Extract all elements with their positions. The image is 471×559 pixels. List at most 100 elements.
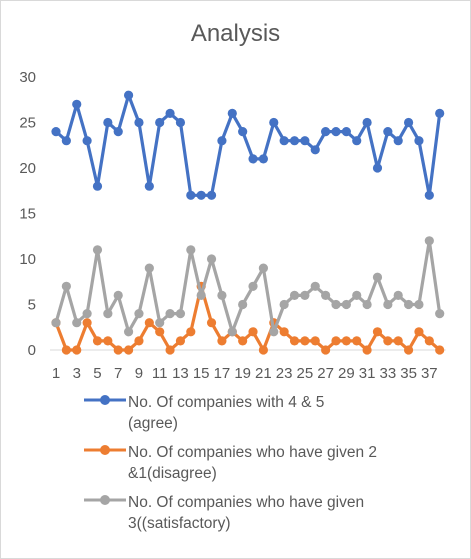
- data-point: [310, 281, 320, 291]
- data-point: [144, 263, 154, 273]
- data-point: [435, 108, 445, 118]
- legend-label-agree-line1: No. Of companies with 4 & 5: [128, 394, 325, 411]
- data-point: [393, 290, 403, 300]
- data-point: [279, 327, 289, 337]
- data-point: [300, 290, 310, 300]
- data-point: [175, 117, 186, 128]
- data-point: [238, 336, 248, 346]
- data-point: [217, 336, 227, 346]
- data-point: [383, 336, 393, 346]
- x-tick-label: 13: [172, 365, 189, 382]
- data-point: [61, 345, 71, 355]
- series-1: [51, 90, 445, 200]
- x-tick-label: 15: [193, 365, 210, 382]
- data-point: [155, 327, 165, 337]
- data-point: [362, 299, 372, 310]
- legend-label-disagree: No. Of companies who have given 2 &1(dis…: [128, 442, 448, 484]
- data-point: [51, 318, 61, 328]
- data-point: [217, 136, 227, 146]
- y-tick-label: 15: [19, 206, 36, 223]
- x-tick-label: 5: [93, 365, 101, 382]
- data-point: [186, 190, 196, 200]
- data-point: [238, 127, 248, 137]
- data-point: [92, 181, 103, 191]
- data-point: [103, 336, 113, 346]
- data-point: [372, 327, 383, 337]
- x-tick-label: 37: [421, 365, 438, 382]
- data-point: [186, 245, 196, 255]
- data-point: [352, 336, 362, 346]
- legend-label-satisfactory-line2: 3((satisfactory): [128, 515, 231, 532]
- x-axis-ticks: 1 3 5 7 9 11 13 15 17 19 21 23 25 27 29 31 33 35 37: [52, 365, 438, 382]
- data-point: [165, 345, 175, 355]
- data-point: [103, 309, 113, 319]
- data-point: [372, 272, 383, 282]
- data-point: [383, 299, 393, 310]
- data-point: [341, 299, 351, 310]
- data-point: [331, 299, 341, 310]
- data-point: [321, 345, 331, 355]
- data-point: [144, 181, 154, 191]
- data-point: [403, 117, 414, 128]
- data-point: [186, 327, 196, 337]
- x-tick-label: 25: [297, 365, 314, 382]
- data-point: [289, 136, 300, 146]
- data-point: [123, 90, 134, 100]
- data-point: [424, 190, 434, 200]
- data-point: [414, 299, 424, 310]
- data-point: [300, 336, 310, 346]
- data-point: [103, 117, 113, 128]
- data-point: [279, 136, 289, 146]
- data-point: [227, 108, 237, 118]
- data-point: [206, 190, 217, 200]
- data-point: [196, 290, 206, 300]
- y-axis-ticks: 0 5 10 15 20 25 30: [19, 69, 36, 359]
- x-tick-label: 27: [317, 365, 334, 382]
- y-tick-label: 30: [19, 69, 36, 86]
- data-point: [393, 336, 403, 346]
- x-tick-label: 31: [359, 365, 376, 382]
- y-tick-label: 5: [28, 297, 36, 314]
- data-point: [238, 299, 248, 310]
- chart-title: Analysis: [190, 20, 281, 47]
- data-point: [72, 345, 82, 355]
- x-tick-label: 35: [400, 365, 417, 382]
- y-tick-label: 10: [19, 251, 36, 268]
- data-point: [175, 336, 186, 346]
- data-point: [123, 327, 134, 337]
- data-point: [321, 127, 331, 137]
- data-point: [82, 318, 92, 328]
- data-point: [258, 263, 268, 273]
- data-point: [155, 117, 165, 128]
- legend-swatch-disagree: [84, 445, 126, 455]
- data-point: [123, 345, 134, 355]
- data-point: [269, 327, 279, 337]
- data-point: [113, 345, 123, 355]
- data-point: [424, 336, 434, 346]
- legend-label-disagree-line1: No. Of companies who have given 2: [128, 444, 377, 461]
- x-tick-label: 1: [52, 365, 60, 382]
- data-point: [435, 309, 445, 319]
- data-point: [196, 190, 206, 200]
- data-point: [403, 345, 414, 355]
- data-point: [300, 136, 310, 146]
- data-point: [82, 309, 92, 319]
- data-point: [113, 290, 123, 300]
- data-point: [331, 127, 341, 137]
- series-3: [51, 236, 445, 337]
- data-point: [155, 318, 165, 328]
- data-point: [372, 163, 383, 173]
- data-point: [362, 345, 372, 355]
- legend-item-agree: No. Of companies with 4 & 5 (agree): [84, 392, 464, 438]
- data-point: [414, 327, 424, 337]
- data-point: [165, 108, 175, 118]
- data-point: [72, 99, 82, 109]
- data-point: [362, 117, 372, 128]
- legend-swatch-satisfactory: [84, 495, 126, 505]
- legend-label-agree: No. Of companies with 4 & 5 (agree): [128, 392, 448, 434]
- data-point: [206, 254, 217, 264]
- data-point: [144, 318, 154, 328]
- legend: No. Of companies with 4 & 5 (agree) No. …: [84, 392, 464, 542]
- x-tick-label: 21: [255, 365, 272, 382]
